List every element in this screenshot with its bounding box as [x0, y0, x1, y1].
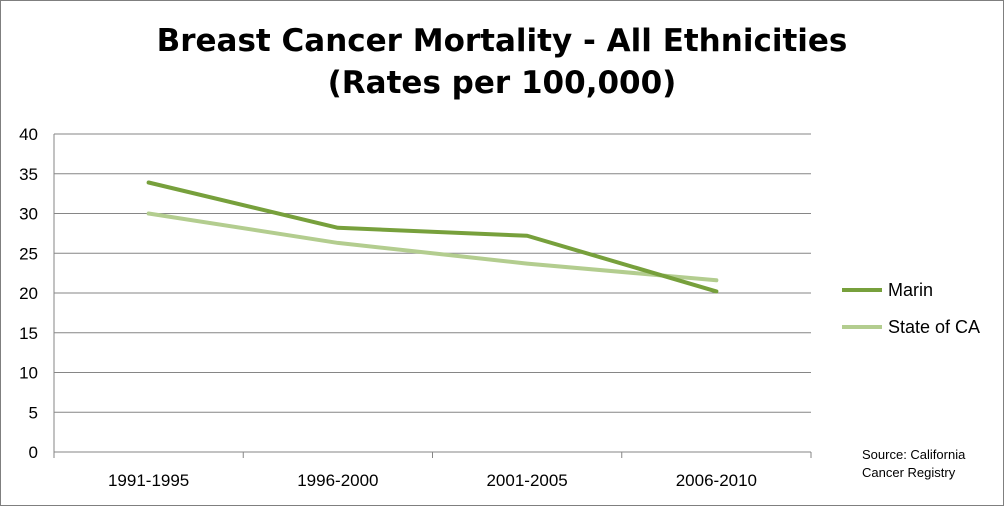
source-note-line-2: Cancer Registry — [862, 465, 956, 480]
y-tick-label: 25 — [19, 244, 38, 263]
series-line-marin — [146, 180, 719, 294]
y-tick-label: 15 — [19, 324, 38, 343]
series-line-state-of-ca — [146, 211, 719, 283]
chart-title-line-2: (Rates per 100,000) — [327, 65, 677, 101]
chart-title: Breast Cancer Mortality - All Ethnicitie… — [0, 20, 1004, 104]
y-tick-label: 40 — [19, 125, 38, 144]
y-tick-label: 20 — [19, 284, 38, 303]
y-tick-label: 10 — [19, 364, 38, 383]
y-tick-label: 30 — [19, 205, 38, 224]
source-note: Source: California Cancer Registry — [862, 446, 1002, 482]
source-note-line-1: Source: California — [862, 447, 966, 462]
y-tick-label: 5 — [29, 403, 38, 422]
x-tick-label: 2001-2005 — [486, 471, 567, 490]
y-tick-label: 35 — [19, 165, 38, 184]
legend-label-state-of-ca: State of CA — [888, 317, 980, 337]
x-tick-label: 1991-1995 — [108, 471, 189, 490]
y-tick-label: 0 — [29, 443, 38, 462]
x-tick-label: 2006-2010 — [676, 471, 757, 490]
x-tick-label: 1996-2000 — [297, 471, 378, 490]
chart-title-line-1: Breast Cancer Mortality - All Ethnicitie… — [156, 23, 848, 59]
legend-label-marin: Marin — [888, 280, 933, 300]
